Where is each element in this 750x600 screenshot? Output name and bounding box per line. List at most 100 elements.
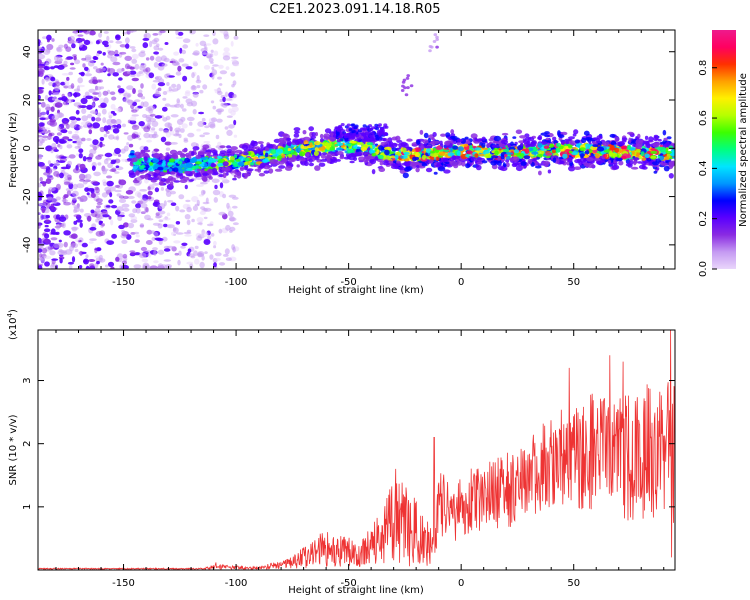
noise-speckle: [171, 83, 177, 88]
noise-speckle: [213, 245, 217, 249]
noise-speckle: [119, 44, 126, 48]
noise-speckle: [231, 196, 239, 200]
noise-speckle: [159, 30, 166, 34]
noise-speckle: [219, 30, 228, 34]
signal-cell: [401, 162, 409, 166]
signal-cell: [310, 135, 317, 139]
noise-speckle: [77, 104, 82, 109]
noise-speckle: [92, 122, 100, 129]
noise-speckle: [129, 70, 137, 75]
noise-speckle: [209, 254, 214, 260]
noise-speckle: [84, 91, 90, 97]
signal-cell: [339, 155, 345, 160]
signal-bump-cell: [352, 132, 357, 136]
signal-cell: [398, 166, 405, 171]
noise-speckle: [101, 108, 107, 115]
signal-cell: [500, 139, 509, 145]
noise-speckle: [64, 80, 70, 87]
signal-cell: [440, 133, 446, 137]
noise-speckle: [116, 193, 122, 197]
colorbar-label: Normalized spectral amplitude: [738, 73, 749, 227]
signal-cell: [271, 156, 276, 160]
noise-speckle: [92, 92, 99, 95]
snr-multiplier-close: ): [8, 309, 19, 313]
snr-x-axis: -150 -100 -50 0 50: [55, 330, 665, 589]
noise-speckle: [38, 87, 45, 90]
signal-cell: [314, 141, 321, 146]
noise-speckle: [162, 91, 168, 95]
signal-bump-cell: [350, 123, 355, 127]
noise-speckle: [146, 123, 151, 127]
noise-speckle: [178, 250, 182, 256]
noise-speckle: [186, 206, 192, 213]
noise-speckle: [152, 247, 158, 251]
signal-cell: [286, 137, 291, 141]
noise-speckle: [145, 207, 149, 213]
noise-speckle: [125, 37, 130, 44]
noise-speckle: [169, 104, 178, 108]
noise-speckle: [207, 235, 212, 240]
signal-bump-cell: [383, 123, 388, 127]
signal-cell: [453, 164, 459, 169]
signal-cell: [505, 152, 514, 155]
noise-speckle: [191, 85, 196, 90]
noise-speckle: [226, 115, 233, 118]
signal-cell: [224, 152, 228, 155]
signal-cell: [128, 143, 134, 148]
noise-speckle: [85, 121, 91, 126]
signal-cell: [207, 168, 213, 175]
noise-speckle: [103, 31, 109, 34]
signal-cell: [617, 141, 625, 146]
noise-speckle: [38, 94, 41, 100]
noise-speckle: [157, 82, 166, 87]
signal-cell: [534, 165, 542, 169]
noise-speckle: [199, 89, 204, 94]
signal-cell: [288, 154, 293, 158]
noise-speckle: [76, 163, 82, 167]
signal-cell: [378, 145, 384, 151]
signal-cell: [406, 138, 413, 142]
noise-speckle: [173, 240, 181, 244]
signal-cell: [502, 162, 506, 168]
signal-cell: [587, 163, 595, 168]
signal-cell: [449, 147, 453, 153]
noise-speckle: [146, 229, 153, 235]
noise-speckle: [175, 205, 180, 212]
signal-bump-cell: [336, 139, 341, 143]
noise-speckle: [121, 229, 126, 233]
noise-speckle: [175, 30, 179, 36]
signal-cell: [492, 140, 499, 144]
noise-speckle: [110, 161, 116, 165]
noise-speckle: [74, 248, 79, 253]
noise-speckle: [68, 130, 73, 135]
signal-cell: [456, 138, 463, 143]
noise-speckle: [38, 122, 45, 127]
noise-speckle: [134, 191, 142, 197]
noise-speckle: [97, 91, 102, 98]
noise-speckle: [78, 153, 83, 159]
signal-cell: [395, 160, 401, 163]
signal-cell: [635, 139, 640, 145]
noise-speckle: [96, 260, 100, 265]
signal-cell: [610, 140, 617, 146]
noise-speckle: [163, 259, 171, 262]
noise-speckle: [107, 54, 113, 59]
noise-speckle: [224, 126, 229, 130]
y-tick-label: 0: [22, 145, 33, 151]
signal-cell: [450, 129, 455, 135]
noise-speckle: [51, 258, 59, 261]
signal-cell: [218, 174, 225, 178]
noise-speckle: [117, 85, 121, 89]
signal-cell: [505, 155, 511, 160]
noise-speckle: [210, 233, 215, 237]
signal-cell: [138, 157, 146, 161]
noise-speckle: [199, 261, 205, 269]
noise-speckle: [194, 245, 199, 250]
noise-speckle: [170, 142, 178, 145]
signal-cell: [311, 132, 316, 137]
signal-cell: [432, 140, 440, 144]
noise-speckle: [38, 42, 41, 47]
signal-cell: [184, 170, 191, 174]
signal-cell: [333, 158, 338, 163]
noise-speckle: [92, 96, 98, 102]
